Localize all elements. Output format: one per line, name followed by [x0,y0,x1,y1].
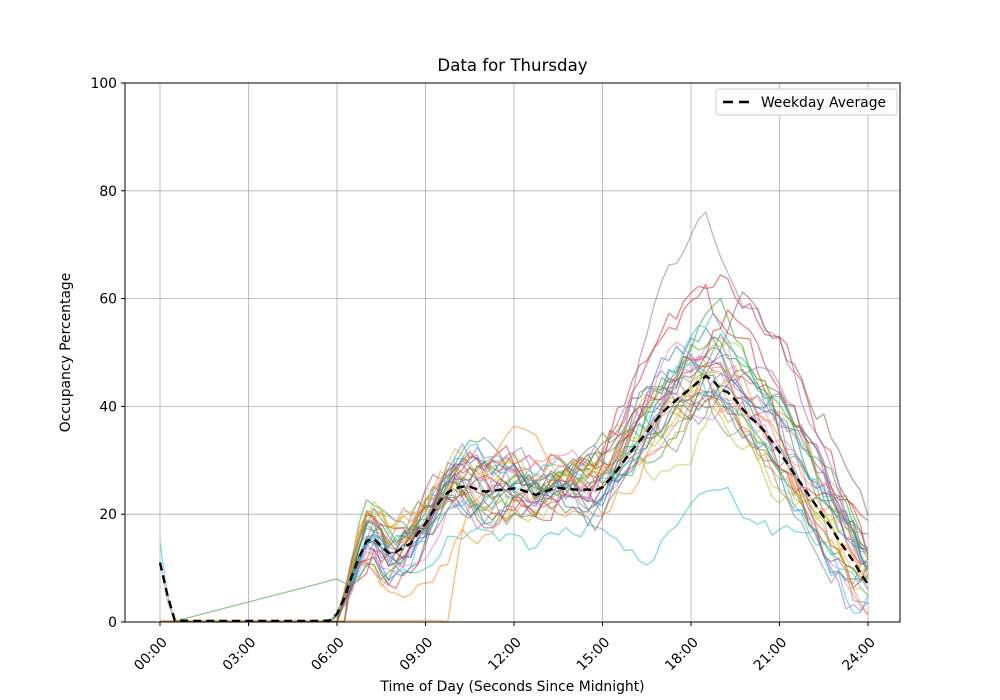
day-trace [160,353,869,622]
x-tick-labels: 00:00 03:00 06:00 09:00 12:00 15:00 18:00 21:00… [131,635,879,675]
day-trace [160,336,869,622]
day-trace [160,366,869,622]
y-tick-label: 100 [90,76,117,92]
y-tick-label: 0 [108,615,117,631]
day-trace [160,390,869,622]
chart-title: Data for Thursday [437,56,587,75]
weekday-average-line-group [158,375,869,622]
y-tick-label: 20 [99,507,117,523]
x-tick-label: 12:00 [485,635,525,675]
y-tick-label: 60 [99,292,117,308]
day-trace [160,346,869,622]
legend-label: Weekday Average [761,95,886,111]
y-tick-label: 40 [99,399,117,415]
day-trace [160,297,869,622]
day-trace [159,486,869,622]
legend-box [715,88,898,116]
x-axis-label: Time of Day (Seconds Since Midnight) [379,679,644,695]
axes-frame [124,82,901,623]
day-trace [160,388,869,622]
x-tick-label: 00:00 [131,635,171,675]
grid [125,82,900,623]
x-tick-label: 09:00 [397,635,437,675]
y-axis-label: Occupancy Percentage [58,273,74,433]
x-tick-label: 18:00 [662,635,702,675]
day-trace [160,336,869,622]
x-tick-label: 24:00 [839,635,879,675]
day-trace [160,384,869,622]
legend: Weekday Average [715,88,898,116]
day-traces-group [159,211,869,622]
y-tick-labels: 0 20 40 60 80 100 [90,76,117,631]
day-trace [160,371,869,622]
tick-marks [121,82,869,626]
plot-border [124,82,901,623]
day-trace [160,406,869,622]
day-trace [160,309,869,622]
day-trace [159,354,869,622]
day-trace [160,373,869,622]
day-trace [160,366,869,622]
y-tick-label: 80 [99,184,117,200]
x-tick-label: 21:00 [751,635,791,675]
weekday-average-line [158,375,869,622]
x-tick-label: 15:00 [574,635,614,675]
x-tick-label: 06:00 [308,635,348,675]
x-tick-label: 03:00 [220,635,260,675]
